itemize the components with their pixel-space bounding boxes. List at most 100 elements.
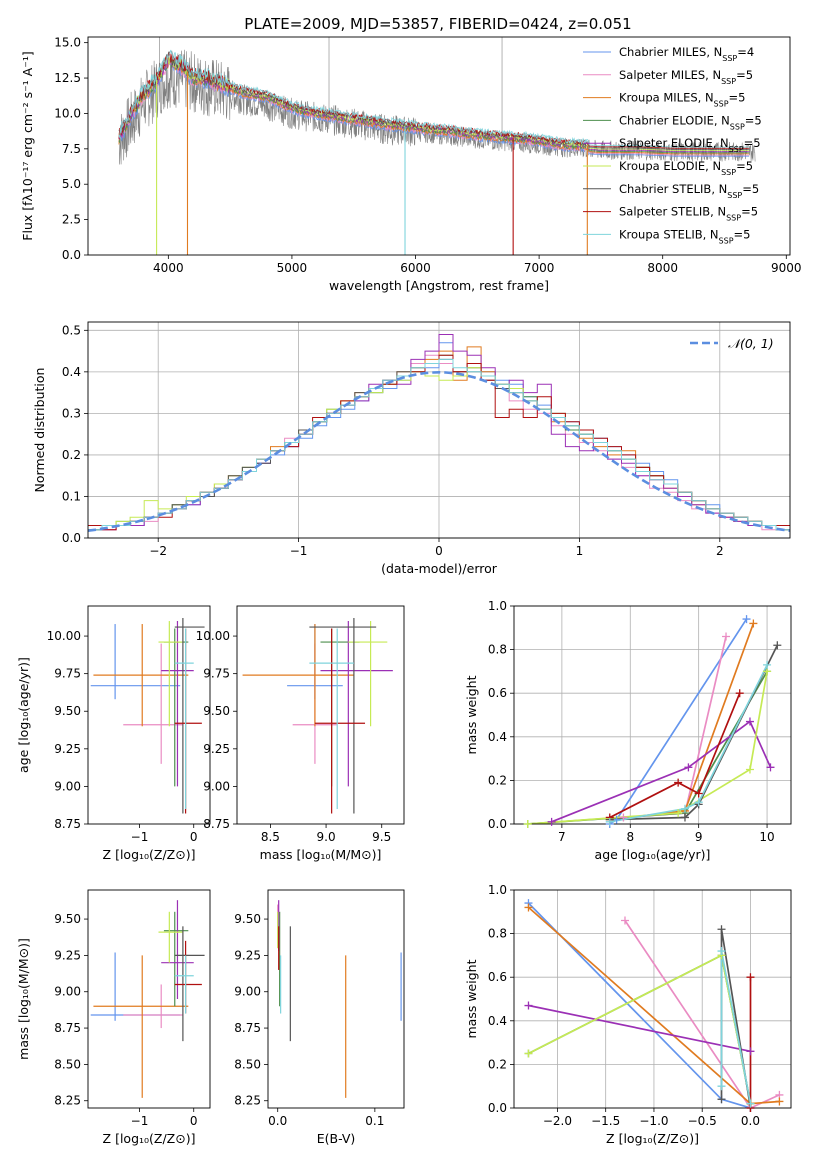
legend-entry: Chabrier STELIB, NSSP=5 <box>619 182 759 200</box>
spectrum-ytick-label: 5.0 <box>62 177 81 191</box>
weight_vs_age-xlabel: age [log₁₀(age/yr)] <box>595 847 711 862</box>
mass-weight-line <box>623 636 727 819</box>
mass-weight-marker <box>619 813 628 822</box>
age_vs_mass-xtick-label: 9.5 <box>372 830 391 844</box>
age_vs_z-panel: −1 0 8.75 9.00 9.25 9.50 9.75 10.00 Z [log₁₀(Z/Z… <box>16 605 211 862</box>
mass-weight-marker <box>766 763 775 772</box>
weight_vs_z-panel: −2.0 −1.5 −1.0 −0.5 0.0 0.0 0.2 0.4 0.6 0.8 1.0 Z [… <box>464 883 792 1146</box>
age_vs_mass-xtick-label: 8.5 <box>261 830 280 844</box>
mass_vs_ebv-xlabel: E(B-V) <box>317 1131 356 1146</box>
weight_vs_age-ytick-label: 0.2 <box>488 773 507 787</box>
mass_vs_ebv-ytick-label: 8.50 <box>234 1057 261 1071</box>
weight_vs_z-ytick-label: 0.2 <box>488 1057 507 1071</box>
weight_vs_age-ytick-label: 1.0 <box>488 599 507 613</box>
weight_vs_z-ytick-label: 1.0 <box>488 883 507 897</box>
spectrum-model-line <box>118 49 750 148</box>
residuals-xlabel: (data-model)/error <box>381 561 498 576</box>
mass_vs_ebv-ytick-label: 9.50 <box>234 912 261 926</box>
mass-weight-marker <box>742 615 751 624</box>
weight_vs_z-ytick-label: 0.4 <box>488 1014 507 1028</box>
spectrum-plot-area <box>118 37 756 255</box>
legend-entry: Chabrier MILES, NSSP=4 <box>619 45 754 63</box>
weight_vs_age-ylabel: mass weight <box>464 675 479 754</box>
mass-weight-line <box>527 671 768 824</box>
spectrum-xtick-label: 6000 <box>400 261 431 275</box>
mass-weight-marker <box>735 689 744 698</box>
age_vs_mass-xlabel: mass [log₁₀(M/M⊙)] <box>260 847 382 862</box>
mass_vs_ebv-ytick-label: 8.75 <box>234 1021 261 1035</box>
mass-weight-marker <box>674 778 683 787</box>
mass_vs_z-ytick-label: 9.25 <box>54 948 81 962</box>
spectrum-xtick-label: 9000 <box>771 261 802 275</box>
age_vs_z-axes-frame <box>87 605 211 825</box>
residuals-ytick-label: 0.1 <box>62 489 81 503</box>
spectrum-ytick-label: 10.0 <box>54 106 81 120</box>
mass_vs_ebv-panel: 0.0 0.1 8.25 8.50 8.75 9.00 9.25 9.50 E(B-V) <box>234 889 405 1146</box>
legend-entry: Chabrier ELODIE, NSSP=5 <box>619 113 762 130</box>
mass-weight-line <box>527 670 768 824</box>
age_vs_z-ylabel: age [log₁₀(age/yr)] <box>16 657 31 773</box>
weight_vs_z-ytick-label: 0.6 <box>488 970 507 984</box>
mass_vs_z-xlabel: Z [log₁₀(Z/Z⊙)] <box>103 1131 196 1146</box>
mass_vs_ebv-axes-frame <box>267 889 405 1109</box>
residuals-xtick-label: −2 <box>149 544 167 558</box>
age_vs_z-xlabel: Z [log₁₀(Z/Z⊙)] <box>103 847 196 862</box>
mass_vs_ebv-xtick-label: 0.1 <box>365 1114 384 1128</box>
mass_vs_z-xtick-label: −1 <box>131 1114 149 1128</box>
legend-entry: Salpeter STELIB, NSSP=5 <box>619 205 758 223</box>
mass-weight-marker <box>746 1099 755 1108</box>
weight_vs_age-ytick-label: 0.6 <box>488 686 507 700</box>
residuals-axes-frame <box>87 321 791 539</box>
residuals-ytick-label: 0.2 <box>62 448 81 462</box>
mass_vs_ebv-plot-area <box>277 900 402 1098</box>
mass-weight-marker <box>746 1047 755 1056</box>
mass_vs_z-ytick-label: 9.50 <box>54 912 81 926</box>
normal-curve <box>88 370 790 532</box>
age_vs_z-ytick-label: 9.75 <box>54 667 81 681</box>
residuals-plot-area <box>88 334 790 532</box>
weight_vs_z-xtick-label: −1.0 <box>639 1114 668 1128</box>
mass-weight-marker <box>717 947 726 956</box>
age_vs_mass-panel: 8.5 9.0 9.5 8.75 9.00 9.25 9.50 9.75 10.00 mass [… <box>196 605 405 862</box>
age_vs_z-ytick-label: 9.25 <box>54 742 81 756</box>
age_vs_mass-plot-area <box>242 618 393 814</box>
mass-weight-marker <box>612 815 621 824</box>
mass_vs_ebv-xtick-label: 0.0 <box>268 1114 287 1128</box>
mass-weight-line <box>528 954 752 1104</box>
mass-weight-line <box>609 692 741 819</box>
residuals-xtick-label: 2 <box>716 544 724 558</box>
mass-weight-marker <box>717 1082 726 1091</box>
weight_vs_age-xtick-label: 10 <box>759 830 774 844</box>
age_vs_mass-axes-frame <box>236 605 405 825</box>
spectrum-model-line <box>118 51 750 149</box>
weight_vs_age-ytick-label: 0.0 <box>488 817 507 831</box>
legend-entry: Kroupa ELODIE, NSSP=5 <box>619 159 753 177</box>
weight_vs_age-xtick-label: 8 <box>626 830 634 844</box>
weight_vs_age-ytick-label: 0.4 <box>488 730 507 744</box>
mass-weight-marker <box>749 619 758 628</box>
age_vs_mass-ytick-label: 9.75 <box>203 667 230 681</box>
mass_vs_z-ytick-label: 9.00 <box>54 985 81 999</box>
residuals-xtick-label: −1 <box>290 544 308 558</box>
mass_vs_ebv-ytick-label: 9.25 <box>234 948 261 962</box>
mass-weight-marker <box>694 798 703 807</box>
mass-weight-marker <box>524 1001 533 1010</box>
weight_vs_z-xtick-label: −2.0 <box>543 1114 572 1128</box>
spectrum-xtick-label: 7000 <box>524 261 555 275</box>
spectrum-xtick-label: 4000 <box>153 261 184 275</box>
mass-weight-marker <box>674 809 683 818</box>
age_vs_mass-ytick-label: 9.00 <box>203 779 230 793</box>
spectrum-axes-frame <box>87 36 791 256</box>
age_vs_z-ytick-label: 10.00 <box>47 629 81 643</box>
weight_vs_z-ylabel: mass weight <box>464 959 479 1038</box>
residuals-ytick-label: 0.3 <box>62 406 81 420</box>
mass-weight-marker <box>745 765 754 774</box>
mass_vs_z-xtick-label: 0 <box>190 1114 198 1128</box>
age_vs_z-ytick-label: 8.75 <box>54 817 81 831</box>
weight_vs_age-ytick-label: 0.8 <box>488 643 507 657</box>
mass-weight-marker <box>680 813 689 822</box>
spectrum-ytick-label: 12.5 <box>54 71 81 85</box>
weight_vs_z-ytick-label: 0.0 <box>488 1101 507 1115</box>
residuals-ytick-label: 0.0 <box>62 531 81 545</box>
